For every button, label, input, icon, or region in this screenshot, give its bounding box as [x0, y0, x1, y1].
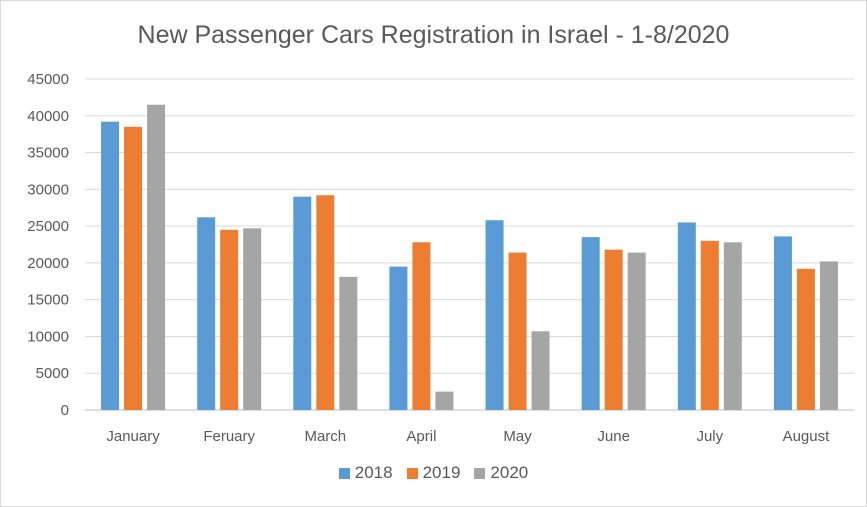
y-tick-label: 10000 [27, 328, 69, 345]
bar-2018-august [773, 236, 792, 410]
bar-2020-march [339, 276, 358, 410]
x-tick-label: June [597, 428, 630, 445]
bar-2020-july [723, 242, 742, 410]
bar-2018-feruary [197, 217, 216, 410]
bar-2019-june [604, 249, 623, 410]
bar-2019-august [796, 268, 815, 410]
x-tick-label: May [503, 428, 532, 445]
y-tick-label: 5000 [36, 365, 69, 382]
x-tick-label: April [406, 428, 436, 445]
chart-title: New Passenger Cars Registration in Israe… [137, 21, 730, 49]
bar-2020-january [147, 104, 166, 410]
x-tick-label: Feruary [203, 428, 255, 445]
bar-2019-may [508, 252, 527, 410]
y-tick-label: 45000 [27, 71, 69, 88]
bar-2019-march [316, 195, 335, 410]
bar-2019-april [412, 242, 431, 410]
legend-label: 2019 [422, 463, 461, 482]
y-tick-label: 20000 [27, 255, 69, 272]
y-tick-label: 35000 [27, 145, 69, 162]
bar-2018-april [389, 266, 408, 410]
bar-2020-may [531, 331, 550, 410]
bar-2018-july [677, 222, 696, 410]
y-tick-label: 40000 [27, 108, 69, 125]
bar-2018-march [293, 196, 312, 410]
x-tick-label: March [304, 428, 346, 445]
y-tick-label: 30000 [27, 181, 69, 198]
bar-2020-june [627, 252, 646, 410]
y-tick-label: 15000 [27, 292, 69, 309]
bar-2018-may [485, 220, 504, 410]
legend-label: 2018 [354, 463, 393, 482]
bar-2018-june [581, 237, 600, 410]
legend-swatch [338, 467, 350, 479]
x-tick-label: January [106, 428, 160, 445]
legend-item-2020: 2020 [474, 463, 528, 483]
chart-legend: 2018 2019 2020 [1, 463, 866, 483]
y-tick-label: 0 [61, 402, 69, 419]
bar-2019-july [700, 240, 719, 410]
bar-2019-feruary [220, 229, 239, 410]
bar-2020-april [435, 391, 454, 410]
bar-2018-january [101, 121, 120, 410]
x-tick-label: August [783, 428, 831, 445]
x-tick-label: July [696, 428, 723, 445]
legend-label: 2020 [490, 463, 529, 482]
legend-swatch [474, 467, 486, 479]
legend-item-2018: 2018 [338, 463, 393, 483]
bar-2020-august [819, 261, 838, 410]
bar-2020-feruary [243, 228, 262, 410]
y-tick-label: 25000 [27, 218, 69, 235]
bar-2019-january [124, 126, 143, 411]
legend-swatch [406, 467, 418, 479]
legend-item-2019: 2019 [406, 463, 461, 483]
